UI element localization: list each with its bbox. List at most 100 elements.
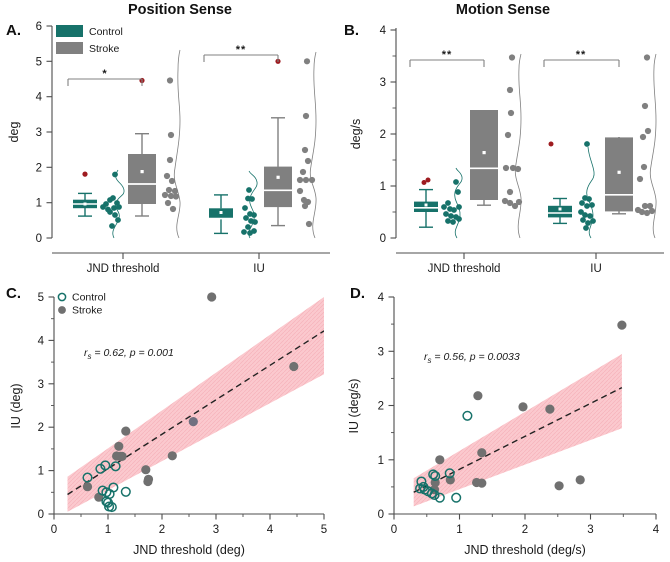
panel-d-ytick-2: 2 [378, 401, 384, 413]
panel-b-letter: B. [344, 22, 359, 39]
panel-c-stat-r: r [84, 347, 88, 359]
panel-d-stat-rest: = 0.56, p = 0.0033 [432, 351, 520, 363]
panel-b-ytick-4: 4 [380, 25, 387, 37]
panel-a-sig-bracket-1: * [67, 68, 143, 86]
panel-b: B. Motion Sense 0 1 2 3 4 [338, 0, 670, 280]
panel-a-box-control-iu [209, 194, 233, 235]
panel-d-xtick-2: 2 [522, 524, 528, 536]
panel-a-points-stroke-iu [296, 58, 316, 228]
panel-d-trend-line [413, 386, 623, 493]
legend-label-control: Control [89, 26, 123, 38]
panel-a-sig-bracket-2: ** [203, 44, 279, 62]
panel-b-ytick-2: 2 [380, 129, 386, 141]
panel-a-sig-2: ** [236, 44, 247, 56]
panel-c-xtick-2: 2 [159, 524, 165, 536]
panel-a-ytick-4: 4 [36, 92, 43, 104]
panel-b-box-control-iu [548, 141, 572, 225]
panel-c-xtick-1: 1 [105, 524, 111, 536]
panel-b-points-control-jnd [441, 179, 462, 225]
panel-b-ytick-3: 3 [380, 77, 386, 89]
panel-a-ytick-2: 2 [36, 162, 42, 174]
panel-c-ytick-5: 5 [38, 292, 44, 304]
panel-d-letter: D. [350, 285, 365, 302]
panel-d: D. 0 1 2 [336, 280, 670, 562]
legend-c-marker-stroke [58, 306, 66, 314]
panel-c-ci-band [67, 297, 324, 512]
panel-b-density-control-jnd [441, 167, 463, 239]
panel-c-ytick-0: 0 [38, 509, 44, 521]
panel-a-x-axis: JND threshold IU [52, 252, 330, 275]
panel-b-plot: 0 1 2 3 4 deg/s JND threshold IU [349, 25, 664, 275]
panel-c-x-axis: 0 1 2 3 4 5 JND threshold (deg) [51, 513, 327, 557]
panel-a-ytick-1: 1 [36, 198, 42, 210]
panel-d-y-axis: 0 1 2 3 4 IU (deg/s) [347, 292, 395, 521]
panel-a-cat-jnd: JND threshold [87, 263, 160, 275]
panel-b-box-stroke-jnd [470, 110, 498, 206]
panel-c-stat-r-sub: s [88, 352, 92, 361]
panel-c: C. [0, 280, 340, 562]
panel-c-legend: Control Stroke [57, 292, 106, 317]
panel-a-letter: A. [6, 22, 21, 39]
panel-d-ytick-0: 0 [378, 509, 384, 521]
svg-text:rs = 0.62, p = 0.001: rs = 0.62, p = 0.001 [84, 347, 174, 361]
panel-a-title: Position Sense [128, 2, 232, 18]
panel-b-box-stroke-iu [605, 137, 633, 215]
panel-d-stat-annotation: rs = 0.56, p = 0.0033 [424, 351, 520, 365]
legend-c-label-control: Control [72, 292, 106, 304]
panel-c-trend-line [67, 330, 324, 496]
panel-c-plot: 0 1 2 3 4 5 IU (deg) 0 [9, 292, 327, 558]
panel-c-points-stroke [82, 292, 299, 502]
panel-b-ytick-1: 1 [380, 181, 386, 193]
panel-b-density-stroke-jnd [501, 53, 523, 239]
panel-a-points-stroke-jnd [161, 77, 180, 213]
panel-b-density-control-iu [578, 141, 596, 239]
panel-d-ylabel: IU (deg/s) [347, 379, 361, 434]
panel-c-xtick-3: 3 [213, 524, 219, 536]
panel-d-xtick-1: 1 [456, 524, 462, 536]
panel-c-ytick-1: 1 [38, 466, 44, 478]
panel-b-cat-jnd: JND threshold [428, 263, 501, 275]
panel-b-sig-2: ** [576, 49, 587, 61]
panel-b-density-stroke-iu [634, 53, 657, 239]
panel-d-stat-r-sub: s [428, 356, 432, 365]
panel-a-points-control-iu [241, 187, 258, 236]
panel-a-sig-1: * [102, 68, 107, 80]
panel-d-xtick-0: 0 [391, 524, 397, 536]
panel-c-ytick-4: 4 [38, 335, 45, 347]
panel-a-cat-iu: IU [253, 263, 265, 275]
panel-b-y-axis: 0 1 2 3 4 deg/s [349, 25, 397, 245]
panel-a-points-control-jnd [100, 171, 122, 229]
panel-d-plot: 0 1 2 3 4 IU (deg/s) 0 1 2 [347, 292, 660, 557]
panel-d-ytick-1: 1 [378, 455, 384, 467]
panel-d-points-control [415, 410, 473, 503]
svg-text:rs = 0.56, p = 0.0033: rs = 0.56, p = 0.0033 [424, 351, 520, 365]
panel-c-xtick-0: 0 [51, 524, 57, 536]
panel-b-points-stroke-iu [634, 54, 656, 217]
panel-c-stat-rest: = 0.62, p = 0.001 [92, 347, 174, 359]
panel-d-x-axis: 0 1 2 3 4 JND threshold (deg/s) [391, 513, 660, 557]
panel-b-points-control-iu [578, 141, 596, 231]
panel-a-ytick-5: 5 [36, 56, 42, 68]
panel-d-ytick-3: 3 [378, 346, 384, 358]
panel-b-box-control-jnd [414, 177, 438, 228]
panel-b-x-axis: JND threshold IU [396, 252, 664, 275]
panel-a-legend: Control Stroke [56, 25, 123, 55]
panel-a-density-control-iu [241, 170, 258, 239]
panel-c-letter: C. [6, 285, 21, 302]
panel-a-density-control-jnd [100, 169, 125, 239]
panel-a-density-stroke-iu [296, 51, 317, 239]
panel-b-points-stroke-jnd [501, 54, 523, 210]
panel-b-ytick-0: 0 [380, 233, 386, 245]
panel-a-box-stroke-iu [264, 58, 292, 227]
panel-c-stat-annotation: rs = 0.62, p = 0.001 [84, 347, 174, 361]
panel-c-xlabel: JND threshold (deg) [133, 543, 245, 557]
panel-c-ylabel: IU (deg) [9, 383, 23, 428]
panel-c-points-control [82, 460, 131, 513]
panel-d-ci-band [413, 354, 622, 507]
panel-d-xlabel: JND threshold (deg/s) [464, 543, 586, 557]
panel-b-sig-bracket-1: ** [409, 49, 485, 67]
panel-a-ytick-3: 3 [36, 127, 42, 139]
panel-a-y-axis: 0 1 2 3 4 5 6 deg [7, 21, 53, 245]
panel-a-ytick-0: 0 [36, 233, 42, 245]
